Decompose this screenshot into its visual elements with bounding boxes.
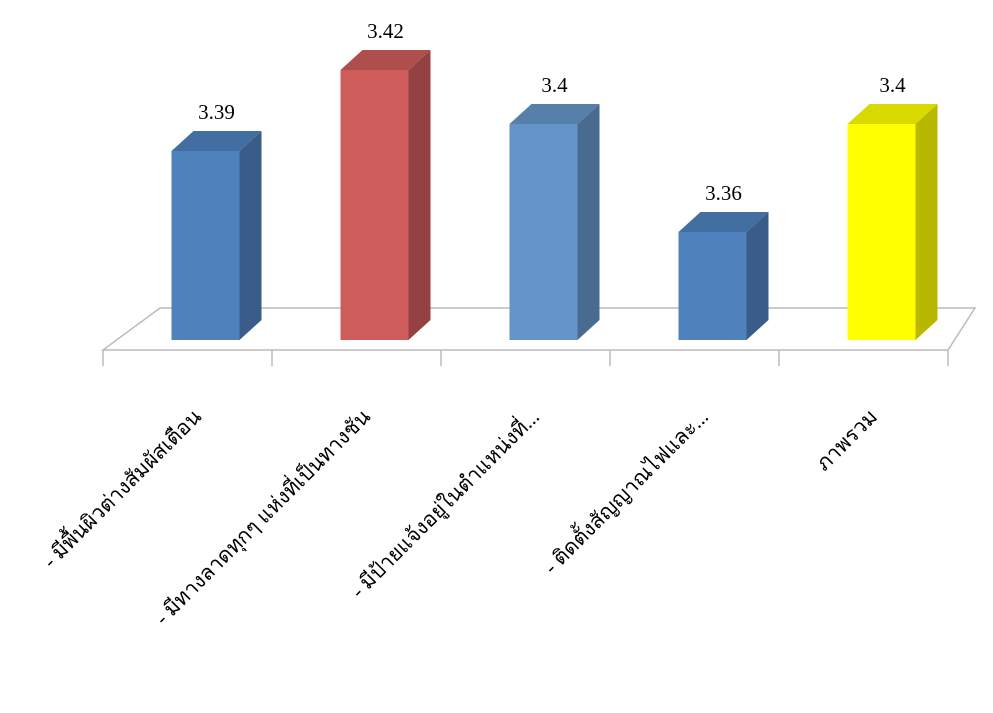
x-tick-label: ภาพรวม (811, 405, 882, 476)
bar (847, 104, 938, 340)
bar-side (746, 212, 769, 340)
data-label: 3.4 (541, 73, 568, 97)
data-label: 3.39 (198, 100, 235, 124)
bar-top (171, 131, 262, 151)
bar-front (171, 151, 240, 340)
data-label: 3.4 (879, 73, 906, 97)
bar-top (847, 104, 938, 124)
x-tick-label: - ติดตั้งสัญญาณไฟและ... (537, 402, 713, 578)
bar (340, 50, 431, 340)
bar-side (577, 104, 600, 340)
bar-side (408, 50, 431, 340)
x-tick-label: - มีป้ายแจ้งอยู่ในตำแหน่งที่... (344, 402, 545, 603)
bar-front (509, 124, 578, 340)
bar-top (678, 212, 769, 232)
bar-top (509, 104, 600, 124)
bar-side (239, 131, 262, 340)
bar-top (340, 50, 431, 70)
bar (678, 212, 769, 340)
bar-front (340, 70, 409, 340)
bar-front (678, 232, 747, 340)
bar (509, 104, 600, 340)
bar-side (915, 104, 938, 340)
bar (171, 131, 262, 340)
x-tick-label: - มีพื้นผิวต่างสัมผัสเตือน (36, 402, 206, 572)
data-label: 3.42 (367, 19, 404, 43)
data-label: 3.36 (705, 181, 742, 205)
bar-front (847, 124, 916, 340)
